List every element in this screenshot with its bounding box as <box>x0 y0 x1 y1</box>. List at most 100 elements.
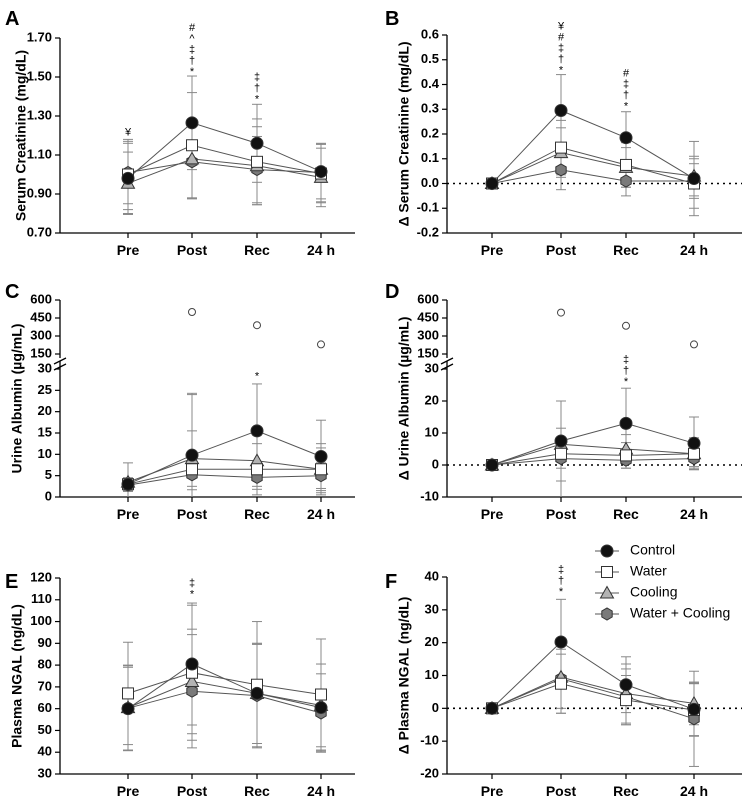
significance-symbol-a: † <box>254 82 260 94</box>
y-tick-label-d: 20 <box>425 392 439 407</box>
y-tick-label-f: -10 <box>420 733 439 748</box>
significance-symbol-b: † <box>623 89 629 101</box>
y-tick-label-b: -0.1 <box>417 200 439 215</box>
x-tick-label-a: Pre <box>117 242 140 258</box>
panel-letter-b: B <box>385 8 399 30</box>
significance-symbol-a: ‡ <box>254 71 260 83</box>
y-axis-label-e: Plasma NGAL (ng/dL) <box>9 604 25 748</box>
legend-item: Control <box>595 542 675 558</box>
data-point-control-d <box>554 434 568 448</box>
significance-symbol-a: # <box>189 22 196 34</box>
y-tick-label-d: 10 <box>425 424 439 439</box>
y-tick-label-a: 1.70 <box>27 29 52 44</box>
upper-tick-label-c: 150 <box>30 345 52 360</box>
y-tick-label-c: 20 <box>38 403 52 418</box>
y-tick-label-d: 30 <box>425 360 439 375</box>
x-tick-label-c: 24 h <box>307 506 335 522</box>
significance-symbol-e: ‡ <box>189 578 195 590</box>
data-point-control-f <box>619 678 633 692</box>
significance-symbol-b: * <box>624 100 629 112</box>
data-point-water-cooling-e <box>186 684 198 698</box>
panel-a: A Serum Creatinine (mg/dL) 0.70 0.90 1.10 1.3… <box>5 8 355 258</box>
x-tick-label-f: Pre <box>481 783 504 799</box>
axis-break-mark-c <box>53 363 67 371</box>
panel-letter-c: C <box>5 281 19 303</box>
legend-marker-circle <box>600 544 614 558</box>
significance-symbol-d: * <box>624 376 629 388</box>
data-point-cooling-a <box>184 151 200 165</box>
significance-symbol-b: # <box>623 67 630 79</box>
series-line-control-d <box>491 422 695 466</box>
y-tick-label-c: 5 <box>45 467 52 482</box>
upper-tick-label-c: 300 <box>30 327 52 342</box>
y-tick-label-c: 10 <box>38 446 52 461</box>
data-point-control-e <box>250 686 264 700</box>
data-point-control-d <box>619 416 633 430</box>
series-line-water-cooling-a <box>127 161 322 173</box>
x-tick-label-b: Rec <box>613 242 639 258</box>
series-line-control-f <box>491 641 695 710</box>
data-point-control-a <box>121 171 135 185</box>
upper-tick-label-d: 450 <box>417 309 439 324</box>
legend-item: Water + Cooling <box>595 605 730 621</box>
legend-marker-triangle <box>599 585 615 599</box>
y-tick-label-a: 0.90 <box>27 185 52 200</box>
y-tick-label-e: 80 <box>38 657 52 672</box>
series-line-cooling-b <box>491 152 695 184</box>
axis-break-mark-c <box>53 357 67 365</box>
data-point-water-c <box>251 463 263 476</box>
panel-letter-f: F <box>385 571 397 593</box>
y-axis-label-b: Δ Serum Creatinine (mg/dL) <box>396 41 412 226</box>
panel-letter-a: A <box>5 8 19 30</box>
series-line-control-b <box>491 109 695 184</box>
y-tick-label-d: 0 <box>432 456 439 471</box>
data-point-water-d <box>688 447 700 460</box>
series-line-water-d <box>491 453 695 466</box>
significance-symbol-a: ¥ <box>124 127 132 139</box>
y-tick-label-b: 0.4 <box>421 76 440 91</box>
y-tick-label-a: 1.30 <box>27 107 52 122</box>
y-tick-label-e: 70 <box>38 678 52 693</box>
data-point-control-c <box>250 424 264 438</box>
significance-symbol-a: ^ <box>189 33 195 45</box>
outlier-point-c <box>188 308 196 316</box>
data-point-water-a <box>251 155 263 168</box>
data-point-control-e <box>314 701 328 715</box>
data-point-water-f <box>555 677 567 690</box>
series-line-cooling-f <box>491 676 695 709</box>
data-point-control-a <box>250 136 264 150</box>
significance-symbol-d: ‡ <box>623 354 629 366</box>
significance-symbol-b: ‡ <box>558 42 564 54</box>
x-tick-label-b: Post <box>546 242 577 258</box>
x-tick-label-b: Pre <box>481 242 504 258</box>
series-line-water-e <box>127 672 322 695</box>
significance-symbol-b: ¥ <box>557 20 565 32</box>
upper-tick-label-c: 600 <box>30 291 52 306</box>
x-tick-label-e: Pre <box>117 783 140 799</box>
x-tick-label-c: Rec <box>244 506 270 522</box>
data-point-control-b <box>687 172 701 186</box>
series-line-water-cooling-b <box>491 169 694 184</box>
data-point-control-c <box>121 477 135 491</box>
x-tick-label-d: 24 h <box>680 506 708 522</box>
data-point-control-e <box>185 657 199 671</box>
x-tick-label-f: Post <box>546 783 577 799</box>
x-tick-label-e: Post <box>177 783 208 799</box>
data-point-control-a <box>314 165 328 179</box>
data-point-control-a <box>185 116 199 130</box>
y-tick-label-e: 30 <box>38 765 52 780</box>
data-point-water-b <box>620 158 632 171</box>
data-point-control-d <box>485 458 499 472</box>
x-tick-label-d: Pre <box>481 506 504 522</box>
significance-symbol-a: ‡ <box>189 44 195 56</box>
series-line-water-b <box>491 147 695 184</box>
y-tick-label-b: -0.2 <box>417 224 439 239</box>
x-tick-label-e: Rec <box>244 783 270 799</box>
x-tick-label-a: Post <box>177 242 208 258</box>
y-tick-label-c: 15 <box>38 424 52 439</box>
y-tick-label-f: -20 <box>420 765 439 780</box>
y-tick-label-d: -10 <box>420 488 439 503</box>
significance-symbol-a: * <box>190 66 195 78</box>
data-point-water-cooling-b <box>555 163 567 177</box>
y-tick-label-e: 40 <box>38 744 52 759</box>
